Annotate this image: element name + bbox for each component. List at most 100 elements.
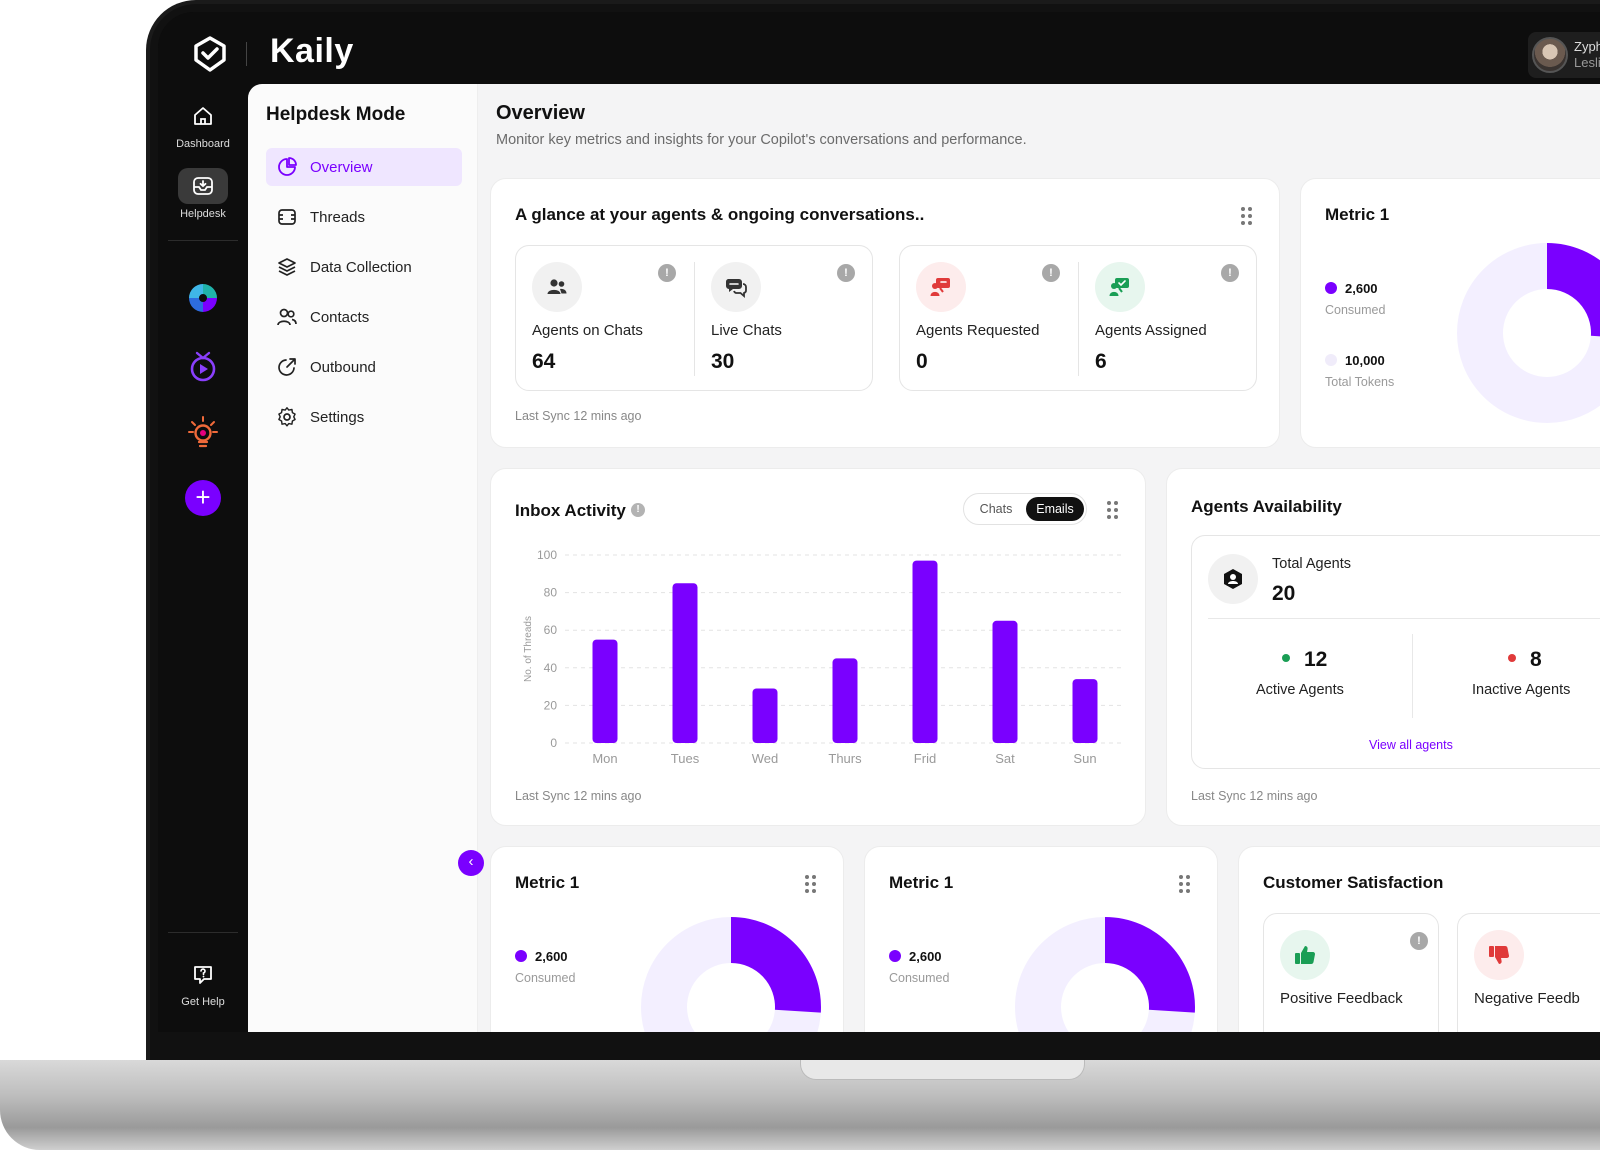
user-menu[interactable]: Zyphe Leslie <box>1528 32 1600 78</box>
bar[interactable] <box>1072 679 1098 743</box>
info-icon[interactable]: ! <box>631 503 645 517</box>
nav-item-overview[interactable]: Overview <box>266 148 462 186</box>
x-tick-label: Sat <box>995 751 1015 766</box>
last-sync: Last Sync 12 mins ago <box>1191 789 1318 803</box>
nav-item-threads[interactable]: Threads <box>266 198 462 236</box>
pie-chart-icon <box>278 157 297 176</box>
main-content: Overview Monitor key metrics and insight… <box>478 84 1600 1032</box>
y-tick-label: 100 <box>537 548 557 562</box>
active-agents-label: Active Agents <box>1256 682 1344 698</box>
nav-item-label: Data Collection <box>310 258 412 276</box>
stat-divider <box>1078 262 1079 376</box>
rail-get-help[interactable]: Get Help <box>158 956 248 1008</box>
total-value: 10,000 <box>1345 353 1385 368</box>
stat-agents-on-chats: ! Agents on Chats 64 <box>516 246 696 392</box>
x-tick-label: Mon <box>592 751 617 766</box>
x-tick-label: Thurs <box>828 751 862 766</box>
inactive-agents-label: Inactive Agents <box>1472 682 1571 698</box>
stat-agents-assigned: ! Agents Assigned 6 <box>1079 246 1259 392</box>
stat-value: 64 <box>532 350 556 373</box>
app-name: Kaily <box>270 32 354 70</box>
nav-item-settings[interactable]: Settings <box>266 398 462 436</box>
inactive-agents-value: 8 <box>1508 648 1542 672</box>
rail-get-help-label: Get Help <box>181 996 225 1008</box>
info-icon[interactable]: ! <box>658 264 676 282</box>
rail-dashboard-label: Dashboard <box>176 138 230 150</box>
y-tick-label: 60 <box>544 623 558 637</box>
sidenav-title: Helpdesk Mode <box>266 104 406 125</box>
inbox-bar-chart: 0 20 40 60 80 100 No. of Threads Mon Tues Wed Thur… <box>523 548 1125 766</box>
satisfaction-title: Customer Satisfaction <box>1263 873 1444 892</box>
y-axis-label: No. of Threads <box>523 616 534 682</box>
info-icon[interactable]: ! <box>1221 264 1239 282</box>
drag-handle-icon[interactable] <box>1179 875 1191 895</box>
nav-item-label: Settings <box>310 408 365 426</box>
donut-segment-consumed[interactable] <box>1105 917 1195 1013</box>
chats-emails-toggle[interactable]: Chats Emails <box>963 493 1087 525</box>
helpdesk-sidenav: Helpdesk Mode Overview Threads Data Coll… <box>248 84 478 1032</box>
nav-item-outbound[interactable]: Outbound <box>266 348 462 386</box>
add-app-button[interactable]: + <box>185 480 221 516</box>
collapse-sidenav-button[interactable]: ‹ <box>458 850 484 876</box>
nav-item-label: Overview <box>310 158 373 176</box>
consumed-value: 2,600 <box>535 949 568 964</box>
x-tick-label: Frid <box>914 751 936 766</box>
help-chat-icon <box>194 966 212 984</box>
nav-item-contacts[interactable]: Contacts <box>266 298 462 336</box>
idea-app-icon[interactable] <box>183 412 223 452</box>
kaily-logo-icon[interactable] <box>190 34 230 74</box>
total-label: Total Tokens <box>1325 375 1395 389</box>
donut-chart <box>1457 243 1600 423</box>
rail-divider-bottom <box>168 932 238 933</box>
y-tick-label: 80 <box>544 586 558 600</box>
availability-panel: Total Agents 20 12 Active Agents 8 Inact… <box>1191 535 1600 769</box>
y-tick-label: 20 <box>544 698 558 712</box>
last-sync: Last Sync 12 mins ago <box>515 409 642 423</box>
rail-helpdesk[interactable]: Helpdesk <box>158 168 248 220</box>
view-all-agents-link[interactable]: View all agents <box>1369 738 1453 752</box>
donut-segment-consumed[interactable] <box>1547 243 1600 339</box>
nav-item-data-collection[interactable]: Data Collection <box>266 248 462 286</box>
y-tick-label: 40 <box>544 661 558 675</box>
bar[interactable] <box>992 620 1018 743</box>
x-tick-label: Wed <box>752 751 779 766</box>
laptop-hinge-notch <box>800 1060 1085 1080</box>
stat-label: Agents Assigned <box>1095 322 1207 339</box>
info-icon[interactable]: ! <box>837 264 855 282</box>
rail-dashboard[interactable]: Dashboard <box>158 98 248 150</box>
bar[interactable] <box>752 688 778 743</box>
people-icon <box>547 279 567 294</box>
agent-request-stats-group: ! Agents Requested 0 ! Agents Assigned 6 <box>899 245 1257 391</box>
agent-request-icon <box>930 278 950 296</box>
copilot-app-icon[interactable] <box>183 278 223 318</box>
donut-segment-consumed[interactable] <box>731 917 821 1013</box>
donut-chart <box>1015 917 1195 1032</box>
consumed-value: 2,600 <box>909 949 942 964</box>
customer-satisfaction-card: Customer Satisfaction ! Positive Feedbac… <box>1238 846 1600 1032</box>
stat-label: Live Chats <box>711 322 782 339</box>
drag-handle-icon[interactable] <box>1241 207 1253 227</box>
metric-title: Metric 1 <box>889 873 954 892</box>
consumed-value: 2,600 <box>1345 281 1378 296</box>
panel-divider <box>1208 618 1600 619</box>
inbox-title: Inbox Activity <box>515 501 626 520</box>
consumed-label: Consumed <box>515 971 576 985</box>
info-icon[interactable]: ! <box>1042 264 1060 282</box>
negative-feedback-tile: Negative Feedb <box>1457 913 1600 1032</box>
drag-handle-icon[interactable] <box>805 875 817 895</box>
total-agents-value: 20 <box>1272 582 1296 605</box>
metric-card-bottom-2: Metric 1 2,600 Consumed <box>864 846 1218 1032</box>
drag-handle-icon[interactable] <box>1107 501 1119 521</box>
stat-agents-requested: ! Agents Requested 0 <box>900 246 1080 392</box>
bar[interactable] <box>592 639 618 743</box>
bar[interactable] <box>672 583 698 743</box>
legend-consumed: 2,600 <box>889 949 942 964</box>
toggle-emails[interactable]: Emails <box>1026 497 1084 521</box>
bar[interactable] <box>912 560 938 743</box>
toggle-chats[interactable]: Chats <box>979 502 1013 516</box>
bar[interactable] <box>832 658 858 743</box>
outbound-icon <box>278 358 296 376</box>
info-icon[interactable]: ! <box>1410 932 1428 950</box>
tv-app-icon[interactable] <box>183 346 223 386</box>
x-tick-label: Tues <box>671 751 700 766</box>
